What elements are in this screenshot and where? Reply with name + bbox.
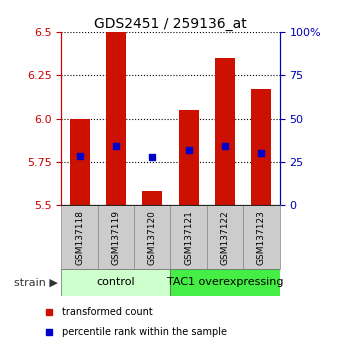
Bar xyxy=(215,58,235,205)
Bar xyxy=(61,269,170,296)
Text: GSM137120: GSM137120 xyxy=(148,210,157,265)
Text: transformed count: transformed count xyxy=(62,307,153,317)
Bar xyxy=(142,192,162,205)
Text: GSM137123: GSM137123 xyxy=(257,210,266,265)
Bar xyxy=(170,205,207,269)
Text: control: control xyxy=(97,277,135,287)
Bar xyxy=(179,110,199,205)
Bar xyxy=(134,205,170,269)
Text: GSM137121: GSM137121 xyxy=(184,210,193,265)
Text: GSM137118: GSM137118 xyxy=(75,210,84,265)
Bar xyxy=(70,119,90,205)
Text: GSM137119: GSM137119 xyxy=(112,210,120,265)
Bar xyxy=(106,6,126,205)
Text: TAC1 overexpressing: TAC1 overexpressing xyxy=(167,277,283,287)
Text: GSM137122: GSM137122 xyxy=(221,210,229,264)
Bar xyxy=(207,205,243,269)
Title: GDS2451 / 259136_at: GDS2451 / 259136_at xyxy=(94,17,247,31)
Bar xyxy=(170,269,280,296)
Bar xyxy=(251,89,271,205)
Bar xyxy=(243,205,280,269)
Text: percentile rank within the sample: percentile rank within the sample xyxy=(62,327,227,337)
Text: strain ▶: strain ▶ xyxy=(14,277,58,287)
Bar xyxy=(61,205,98,269)
Bar xyxy=(98,205,134,269)
